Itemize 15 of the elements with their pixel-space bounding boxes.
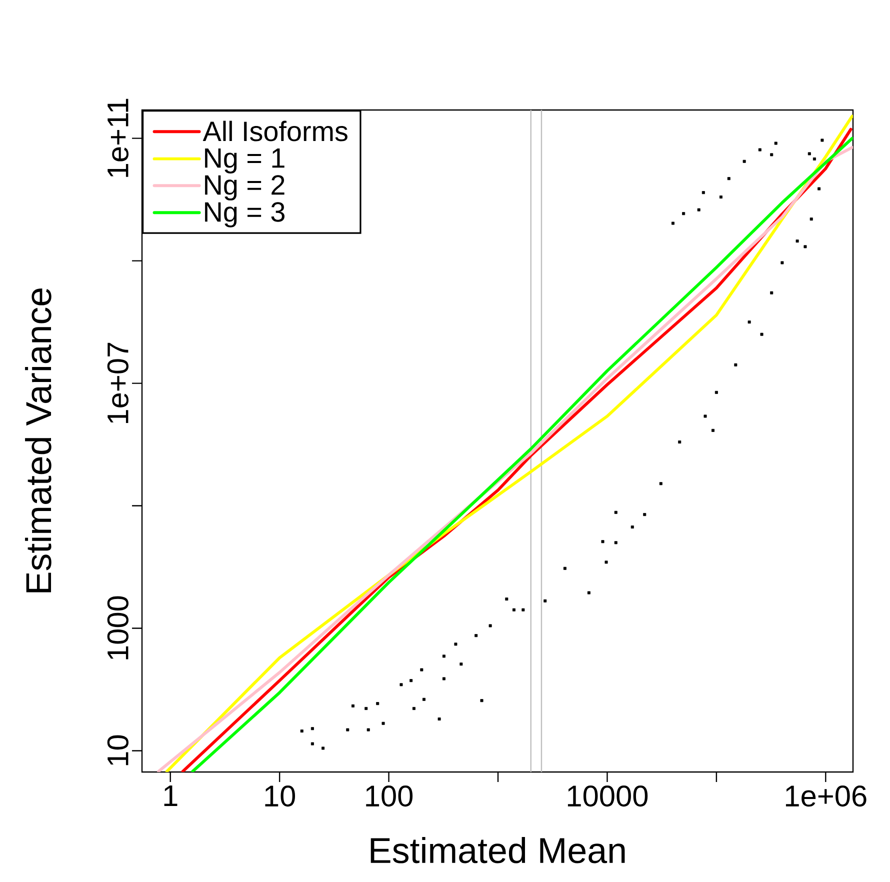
x-tick-label: 10 [265,785,296,807]
x-tick-label: 10000 [568,785,648,807]
y-axis-title: Estimated Variance [25,288,52,592]
y-tick-label: 1e+11 [108,98,128,177]
x-tick-label: 100 [366,785,413,807]
y-tick-label: 10 [107,735,128,766]
x-axis-title: Estimated Mean [370,836,625,864]
legend-label: All Isoforms [202,120,348,142]
y-tick-label: 1000 [107,596,128,660]
legend-label: Ng = 1 [205,148,284,174]
x-tick-label: 1 [164,785,178,806]
x-tick-label: 1e+06 [786,785,866,807]
y-tick-label: 1e+07 [107,342,128,423]
legend-label: Ng = 3 [205,202,284,228]
legend-label: Ng = 2 [205,175,284,200]
